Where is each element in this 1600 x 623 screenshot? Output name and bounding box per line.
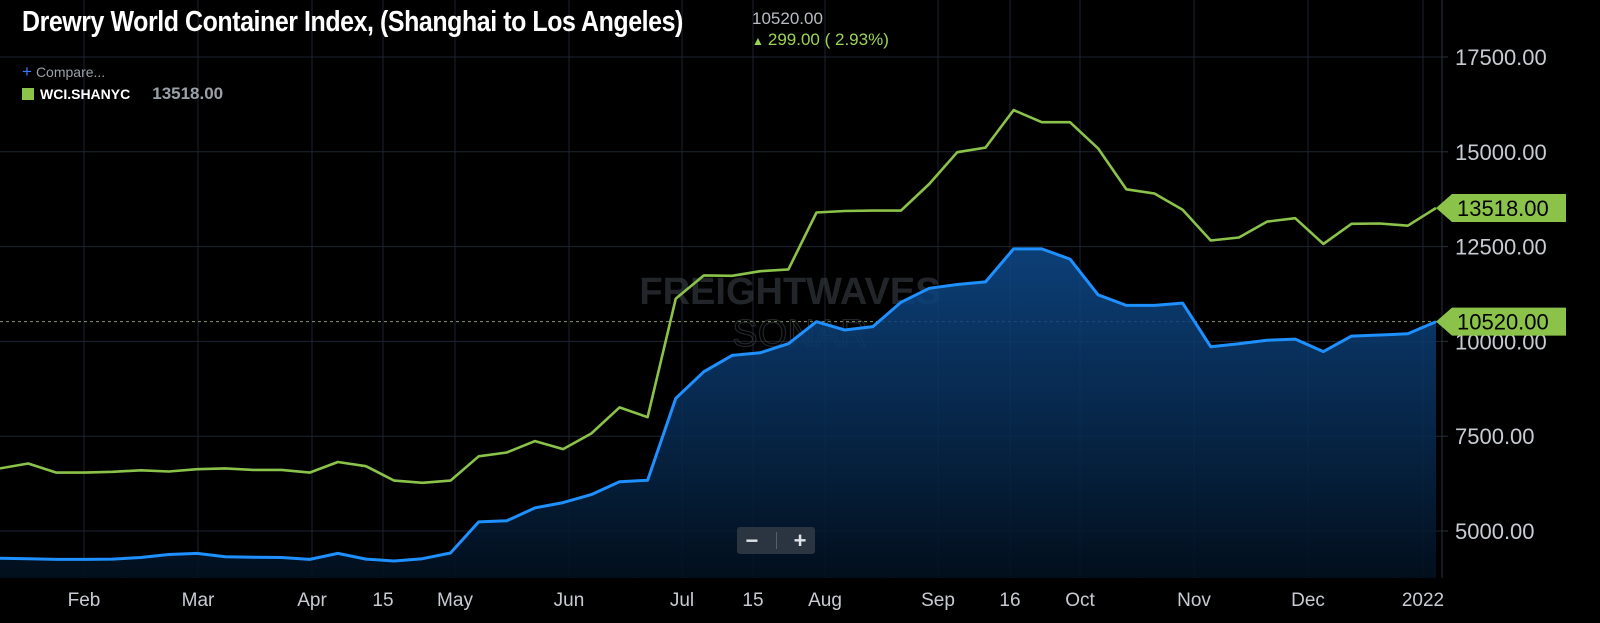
last-value: 10520.00 xyxy=(752,9,823,28)
zoom-in-button[interactable]: + xyxy=(793,527,807,553)
last-value-flag: 10520.00 xyxy=(1436,307,1566,336)
x-tick-label: Dec xyxy=(1291,590,1325,611)
blue-area-fill xyxy=(0,248,1436,578)
y-tick-label: 17500.00 xyxy=(1455,45,1547,70)
x-tick-label: Nov xyxy=(1177,590,1211,611)
chart-title: Drewry World Container Index, (Shanghai … xyxy=(22,6,683,38)
x-tick-label: Jun xyxy=(554,590,585,611)
zoom-control: − + xyxy=(737,527,815,554)
x-tick-label: Oct xyxy=(1065,590,1095,611)
x-tick-label: Aug xyxy=(808,590,842,611)
blue-series-area xyxy=(0,248,1436,578)
y-axis: 17500.0015000.0012500.0010000.007500.005… xyxy=(1442,45,1547,544)
change-value: 299.00 ( 2.93%) xyxy=(767,30,889,49)
y-tick-label: 5000.00 xyxy=(1455,519,1535,544)
series-lines xyxy=(0,108,1437,563)
y-tick-label: 12500.00 xyxy=(1455,235,1547,260)
watermark-line1: FREIGHTWAVES xyxy=(639,271,940,313)
zoom-out-button[interactable]: − xyxy=(745,527,759,553)
x-axis: Feb Mar Apr 15 May Jun Jul 15 Aug Sep 16 Oct Nov Dec 2… xyxy=(68,590,1445,611)
chart-header: Drewry World Container Index, (Shanghai … xyxy=(22,6,791,39)
x-tick-label: Feb xyxy=(68,590,101,611)
flag-label: 10520.00 xyxy=(1457,310,1549,335)
zoom-divider xyxy=(775,532,777,549)
up-arrow-icon: ▲ xyxy=(752,34,764,48)
x-tick-label: 15 xyxy=(742,590,763,611)
x-tick-label: 15 xyxy=(372,590,393,611)
x-tick-label: Mar xyxy=(182,590,215,611)
compare-button[interactable]: + Compare... xyxy=(22,62,105,82)
y-tick-label: 7500.00 xyxy=(1455,424,1535,449)
flag-label: 13518.00 xyxy=(1457,196,1549,221)
x-tick-label: Apr xyxy=(297,590,327,611)
x-tick-label: May xyxy=(437,590,473,611)
x-tick-label: Sep xyxy=(921,590,955,611)
legend-swatch xyxy=(22,88,34,100)
x-tick-label: 2022 xyxy=(1402,590,1444,611)
last-value-flag: 13518.00 xyxy=(1436,193,1566,222)
flag-shape xyxy=(1436,193,1566,222)
x-tick-label: Jul xyxy=(670,590,694,611)
quote-box: 10520.00 ▲ 299.00 ( 2.93%) xyxy=(752,8,889,52)
legend-value: 13518.00 xyxy=(152,84,224,103)
x-tick-label: 16 xyxy=(999,590,1020,611)
series-line-blue xyxy=(0,247,1437,563)
legend-item[interactable]: WCI.SHANYC 13518.00 xyxy=(22,84,223,104)
plus-icon: + xyxy=(22,62,32,81)
flag-shape xyxy=(1436,307,1566,336)
y-tick-label: 15000.00 xyxy=(1455,140,1547,165)
series-line-wci-shanyc xyxy=(0,108,1437,485)
compare-label: Compare... xyxy=(35,64,106,80)
last-value-flags: 13518.00 10520.00 xyxy=(1436,193,1566,336)
legend-symbol: WCI.SHANYC xyxy=(40,86,131,102)
